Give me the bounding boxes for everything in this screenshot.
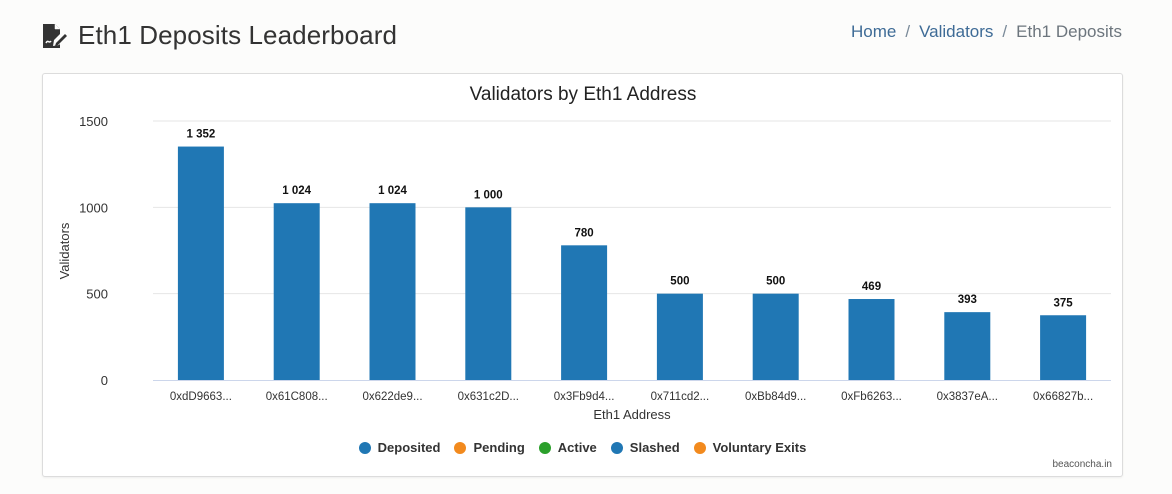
data-label: 500 bbox=[670, 276, 689, 288]
y-tick-label: 1000 bbox=[79, 200, 108, 215]
chart-title: Validators by Eth1 Address bbox=[470, 84, 697, 105]
breadcrumb-validators-link[interactable]: Validators bbox=[919, 22, 994, 41]
data-label: 1 352 bbox=[187, 129, 216, 141]
page-header: Eth1 Deposits Leaderboard Home / Validat… bbox=[40, 18, 1122, 58]
x-axis-categories: 0xdD9663... 0x61C808... 0x622de9... 0x631c2… bbox=[170, 391, 1093, 403]
legend-dot bbox=[538, 441, 551, 454]
x-category-label: 0xFb6263... bbox=[841, 391, 902, 403]
bar[interactable] bbox=[561, 245, 608, 380]
legend-item-deposited[interactable]: Deposited bbox=[358, 440, 441, 455]
legend-dot bbox=[610, 441, 623, 454]
x-category-label: 0x711cd2... bbox=[651, 391, 710, 403]
bar[interactable] bbox=[848, 299, 895, 380]
legend-label: Pending bbox=[473, 440, 525, 455]
y-tick-label: 1500 bbox=[79, 114, 108, 129]
chart-card: Validators by Eth1 Address 0 500 1000 1500 … bbox=[42, 73, 1123, 477]
bars bbox=[177, 146, 1087, 380]
x-category-label: 0xdD9663... bbox=[170, 391, 232, 403]
data-labels: 1 352 1 024 1 024 1 000 780 500 500 469 393 375 bbox=[187, 129, 1074, 310]
data-label: 1 024 bbox=[282, 185, 311, 197]
y-tick-label: 0 bbox=[101, 373, 108, 388]
data-label: 500 bbox=[766, 276, 785, 288]
breadcrumb-separator: / bbox=[1002, 22, 1008, 41]
chart-credits[interactable]: beaconcha.in bbox=[1052, 459, 1113, 470]
page-title: Eth1 Deposits Leaderboard bbox=[78, 20, 398, 50]
bar[interactable] bbox=[177, 146, 224, 380]
bar[interactable] bbox=[465, 207, 512, 380]
breadcrumb-home-link[interactable]: Home bbox=[850, 22, 897, 41]
breadcrumb-current: Eth1 Deposits bbox=[1016, 22, 1122, 41]
legend-dot bbox=[454, 441, 467, 454]
x-category-label: 0x3Fb9d4... bbox=[554, 391, 615, 403]
y-axis-title: Validators bbox=[57, 222, 72, 279]
bar[interactable] bbox=[944, 312, 991, 380]
bar[interactable] bbox=[752, 293, 799, 380]
x-category-label: 0xBb84d9... bbox=[745, 391, 806, 403]
bar[interactable] bbox=[273, 203, 320, 380]
data-label: 1 024 bbox=[378, 185, 407, 197]
data-label: 1 000 bbox=[474, 189, 503, 201]
x-category-label: 0x622de9... bbox=[362, 391, 422, 403]
x-category-label: 0x61C808... bbox=[266, 391, 328, 403]
bar[interactable] bbox=[656, 293, 703, 380]
bar[interactable] bbox=[1040, 315, 1087, 380]
y-tick-label: 500 bbox=[86, 287, 108, 302]
data-label: 375 bbox=[1054, 297, 1074, 309]
legend-label: Active bbox=[557, 440, 597, 455]
data-label: 393 bbox=[958, 294, 977, 306]
legend-item-pending[interactable]: Pending bbox=[454, 440, 525, 455]
breadcrumb: Home / Validators / Eth1 Deposits bbox=[851, 22, 1122, 42]
title-wrap: Eth1 Deposits Leaderboard bbox=[40, 20, 397, 51]
legend-item-slashed[interactable]: Slashed bbox=[610, 440, 680, 455]
breadcrumb-separator: / bbox=[905, 22, 911, 41]
chart-legend: Deposited Pending Active Slashed Volunta… bbox=[43, 440, 1122, 455]
x-category-label: 0x631c2D... bbox=[458, 391, 519, 403]
x-axis-title: Eth1 Address bbox=[593, 407, 671, 422]
legend-item-active[interactable]: Active bbox=[538, 440, 597, 455]
file-signature-icon bbox=[40, 22, 68, 50]
legend-label: Voluntary Exits bbox=[712, 440, 807, 455]
data-label: 469 bbox=[862, 281, 881, 293]
y-axis-ticks: 0 500 1000 1500 bbox=[79, 114, 108, 388]
legend-label: Deposited bbox=[377, 440, 441, 455]
bar-chart: Validators by Eth1 Address 050010001500 … bbox=[57, 84, 1111, 422]
legend-dot bbox=[358, 441, 371, 454]
legend-item-voluntary-exits[interactable]: Voluntary Exits bbox=[693, 440, 807, 455]
legend-label: Slashed bbox=[629, 440, 680, 455]
bar[interactable] bbox=[369, 203, 416, 380]
x-category-label: 0x66827b... bbox=[1033, 391, 1093, 403]
data-label: 780 bbox=[575, 227, 594, 239]
legend-dot bbox=[693, 441, 706, 454]
x-category-label: 0x3837eA... bbox=[937, 391, 998, 403]
